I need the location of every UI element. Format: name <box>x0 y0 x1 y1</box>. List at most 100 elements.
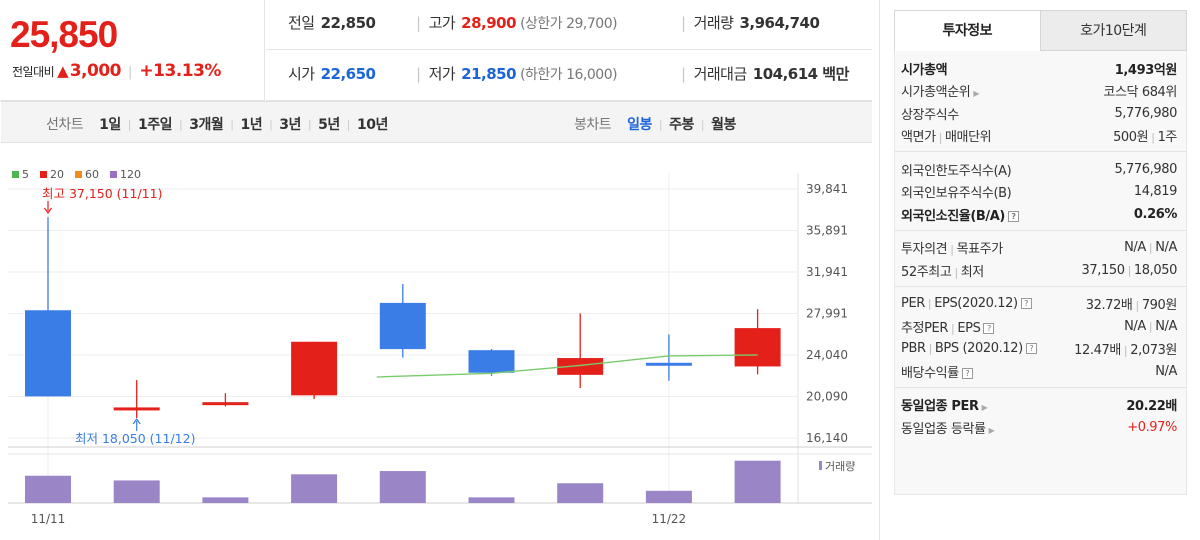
volume: | 거래량 3,964,740 <box>681 14 820 32</box>
y-tick-label: 20,090 <box>806 390 848 404</box>
candle-body <box>645 362 692 366</box>
info-row: PBR | BPS (2020.12)? 12.47배 | 2,073원 <box>895 338 1186 361</box>
candle-body <box>25 310 71 397</box>
info-key[interactable]: 동일업종 PER ▶ <box>901 399 988 415</box>
chevron-right-icon[interactable]: ▶ <box>988 425 995 435</box>
info-value: 37,150 | 18,050 <box>1081 262 1178 278</box>
low-price: | 저가 21,850 (하한가 16,000) <box>416 65 618 83</box>
info-key: 외국인보유주식수(B) <box>901 186 1012 202</box>
period-3y[interactable]: 3년 <box>279 117 301 133</box>
candle-body <box>113 407 160 411</box>
change-divider: | <box>128 65 133 80</box>
max-price-annotation: 최고 37,150 (11/11) <box>42 186 162 201</box>
candle-body <box>379 302 426 350</box>
candle-body <box>291 341 338 396</box>
min-annotation-arrowhead <box>132 417 141 425</box>
current-price-panel: 25,850 전일대비 ▲ 3,000 | +13.13% <box>0 0 265 101</box>
info-row: 동일업종 등락률 ▶ +0.97% <box>895 416 1186 439</box>
info-key: PER | EPS(2020.12)? <box>901 296 1032 311</box>
chevron-right-icon[interactable]: ▶ <box>973 89 980 99</box>
key-divider: | <box>951 321 955 335</box>
info-key[interactable]: 동일업종 등락률 ▶ <box>901 421 995 437</box>
price-change: 전일대비 ▲ 3,000 | +13.13% <box>12 61 221 81</box>
volume-bar <box>202 497 249 503</box>
investment-info-panel: 투자정보 호가10단계 시가총액 1,493억원 시가총액순위 ▶ 코스닥 684위 상장… <box>879 0 1200 540</box>
info-row: 동일업종 PER ▶ 20.22배 <box>895 394 1186 417</box>
legend-swatch-60 <box>75 171 82 178</box>
info-row: 추정PER | EPS? N/A | N/A <box>895 315 1186 338</box>
tab-order-book[interactable]: 호가10단계 <box>1040 10 1187 51</box>
period-monthly[interactable]: 월봉 <box>711 117 736 133</box>
legend-swatch-120 <box>110 171 117 178</box>
info-key: 투자의견 | 목표주가 <box>901 242 1003 258</box>
volume-bar <box>113 480 160 503</box>
x-tick-label: 11/22 <box>652 512 687 526</box>
help-icon[interactable]: ? <box>1025 343 1037 355</box>
candle-chart-periods: 봉차트 일봉 | 주봉 | 월봉 <box>574 114 736 134</box>
help-icon[interactable]: ? <box>983 322 995 334</box>
info-value: 14,819 <box>1133 184 1177 200</box>
candle-body <box>734 328 781 367</box>
info-row: 외국인한도주식수(A) 5,776,980 <box>895 158 1186 181</box>
price-stats: 전일 22,850 | 고가 28,900 (상한가 29,700) | 거래량 3,964… <box>266 0 872 101</box>
volume-bar <box>468 497 515 503</box>
chevron-right-icon[interactable]: ▶ <box>981 403 988 413</box>
period-weekly[interactable]: 주봉 <box>669 117 694 133</box>
volume-legend-swatch <box>819 461 822 470</box>
info-key: 액면가 | 매매단위 <box>901 130 992 146</box>
legend-swatch-5 <box>12 171 19 178</box>
info-value: 0.26% <box>1133 206 1178 222</box>
key-divider: | <box>928 342 933 356</box>
y-tick-label: 31,941 <box>806 265 848 279</box>
line-chart-periods: 선차트 1일 | 1주일 | 3개월 | 1년 | 3년 | 5년 | 10년 <box>46 114 388 134</box>
trade-amount: | 거래대금 104,614 백만 <box>681 65 849 83</box>
candle-body <box>557 358 604 375</box>
help-icon[interactable]: ? <box>1020 298 1032 310</box>
info-tabs: 투자정보 호가10단계 <box>894 10 1187 51</box>
info-row: 배당수익률? N/A <box>895 360 1186 383</box>
value-divider: | <box>1151 131 1155 145</box>
prev-close: 전일 22,850 <box>288 14 376 32</box>
period-10y[interactable]: 10년 <box>356 117 388 133</box>
tab-investment-info[interactable]: 투자정보 <box>894 10 1041 51</box>
change-rate: +13.13% <box>139 61 221 81</box>
info-value: +0.97% <box>1127 419 1177 435</box>
info-row: 외국인보유주식수(B) 14,819 <box>895 181 1186 204</box>
period-1d[interactable]: 1일 <box>99 117 121 133</box>
legend-label-120: 120 <box>120 168 141 181</box>
investment-info-table: 시가총액 1,493억원 시가총액순위 ▶ 코스닥 684위 상장주식수 5,776,980… <box>894 51 1187 495</box>
x-tick-label: 11/11 <box>31 512 66 526</box>
candle-body <box>202 402 249 406</box>
volume-bar <box>379 471 426 503</box>
stats-row-2: 시가 22,650 | 저가 21,850 (하한가 16,000) | 거래대금 104,… <box>266 51 872 101</box>
legend-swatch-20 <box>40 171 47 178</box>
moving-average-line <box>376 354 758 378</box>
info-key: 시가총액 <box>901 62 948 78</box>
info-key[interactable]: 시가총액순위 ▶ <box>901 85 980 101</box>
key-divider: | <box>950 243 954 257</box>
period-1w[interactable]: 1주일 <box>137 117 173 133</box>
y-tick-label: 16,140 <box>806 431 848 445</box>
value-divider: | <box>1148 241 1153 255</box>
info-value: 코스닥 684위 <box>1103 85 1177 101</box>
info-section: 외국인한도주식수(A) 5,776,980 외국인보유주식수(B) 14,819 외국인… <box>895 152 1186 231</box>
period-5y[interactable]: 5년 <box>318 117 340 133</box>
info-key: 배당수익률? <box>901 362 973 381</box>
chart-period-bar: 선차트 1일 | 1주일 | 3개월 | 1년 | 3년 | 5년 | 10년 봉차트 일봉… <box>1 101 872 143</box>
help-icon[interactable]: ? <box>961 367 973 379</box>
period-daily[interactable]: 일봉 <box>627 117 652 133</box>
key-divider: | <box>927 297 932 311</box>
legend-label-5: 5 <box>22 168 29 181</box>
current-price: 25,850 <box>10 14 118 55</box>
info-row: 52주최고 | 최저 37,150 | 18,050 <box>895 259 1186 282</box>
min-price-annotation: 최저 18,050 (11/12) <box>75 431 195 446</box>
open-price: 시가 22,650 <box>288 65 376 83</box>
help-icon[interactable]: ? <box>1007 210 1019 222</box>
volume-bar <box>734 460 781 503</box>
info-value: 20.22배 <box>1126 399 1177 415</box>
y-tick-label: 35,891 <box>806 223 848 237</box>
info-value: 500원 | 1주 <box>1113 130 1177 146</box>
period-1y[interactable]: 1년 <box>240 117 263 133</box>
period-3m[interactable]: 3개월 <box>189 117 224 133</box>
info-value: N/A | N/A <box>1124 318 1177 334</box>
